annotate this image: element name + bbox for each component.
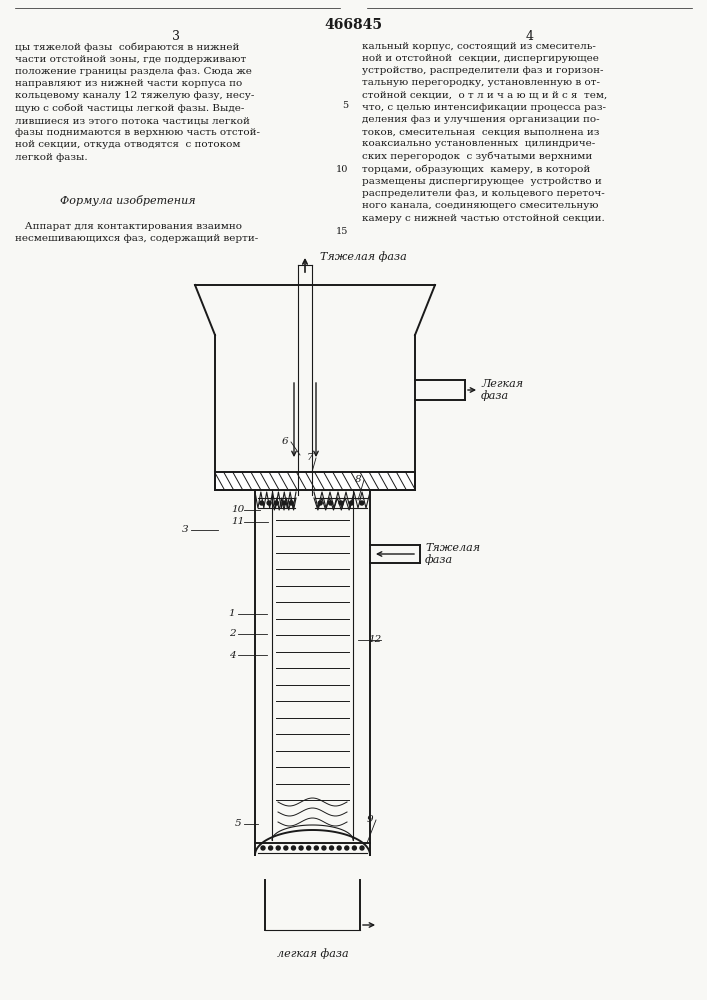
Circle shape (322, 846, 326, 850)
Text: Тяжелая
фаза: Тяжелая фаза (425, 543, 480, 565)
Text: 2: 2 (228, 630, 235, 639)
Circle shape (360, 501, 364, 505)
Circle shape (259, 501, 264, 505)
Circle shape (315, 846, 318, 850)
Circle shape (349, 501, 354, 505)
Circle shape (318, 501, 322, 505)
Text: 1: 1 (228, 609, 235, 618)
Text: 5: 5 (235, 820, 241, 828)
Text: 3: 3 (172, 30, 180, 43)
Text: цы тяжелой фазы  собираются в нижней
части отстойной зоны, где поддерживают
поло: цы тяжелой фазы собираются в нижней част… (15, 42, 260, 162)
Text: 466845: 466845 (324, 18, 382, 32)
Circle shape (329, 846, 334, 850)
Circle shape (299, 846, 303, 850)
Circle shape (261, 846, 265, 850)
Text: 10: 10 (231, 506, 245, 514)
Text: 4: 4 (228, 650, 235, 660)
Text: 3: 3 (182, 526, 188, 534)
Text: 6: 6 (281, 438, 288, 446)
Circle shape (337, 846, 341, 850)
Text: легкая фаза: легкая фаза (276, 948, 349, 959)
Text: 5: 5 (342, 101, 348, 109)
Circle shape (282, 501, 286, 505)
Text: Формула изобретения: Формула изобретения (60, 195, 196, 206)
Circle shape (307, 846, 310, 850)
Circle shape (329, 501, 332, 505)
Text: Аппарат для контактирования взаимно
несмешивающихся фаз, содержащий верти-: Аппарат для контактирования взаимно несм… (15, 222, 258, 243)
Circle shape (345, 846, 349, 850)
Circle shape (274, 501, 279, 505)
Circle shape (289, 501, 293, 505)
Text: Легкая
фаза: Легкая фаза (481, 379, 523, 401)
Text: 8: 8 (355, 476, 361, 485)
Text: 9: 9 (367, 816, 373, 824)
Circle shape (291, 846, 296, 850)
Bar (215, 472, 415, 490)
Circle shape (276, 846, 280, 850)
Circle shape (339, 501, 343, 505)
Text: 12: 12 (368, 636, 382, 645)
Text: Тяжелая фаза: Тяжелая фаза (320, 252, 407, 262)
Text: 4: 4 (526, 30, 534, 43)
Circle shape (284, 846, 288, 850)
Text: 7: 7 (307, 454, 313, 462)
Text: кальный корпус, состоящий из смеситель-
ной и отстойной  секции, диспергирующее
: кальный корпус, состоящий из смеситель- … (362, 42, 607, 223)
Text: 15: 15 (336, 228, 348, 236)
Circle shape (267, 501, 271, 505)
Text: 11: 11 (231, 518, 245, 526)
Circle shape (360, 846, 364, 850)
Text: 10: 10 (336, 165, 348, 174)
Circle shape (269, 846, 273, 850)
Circle shape (352, 846, 356, 850)
